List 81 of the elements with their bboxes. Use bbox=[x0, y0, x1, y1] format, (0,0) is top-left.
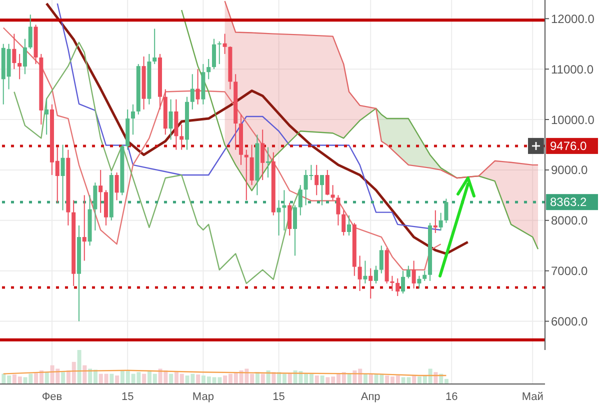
bar bbox=[260, 374, 265, 384]
candlestick bbox=[374, 265, 378, 284]
candlestick bbox=[368, 268, 373, 300]
candlestick bbox=[363, 260, 368, 284]
bar bbox=[196, 374, 200, 384]
candlestick bbox=[18, 53, 22, 80]
candlestick bbox=[406, 265, 410, 279]
candlestick bbox=[276, 200, 281, 236]
candlestick bbox=[168, 98, 173, 140]
x-tick-label: 15 bbox=[272, 390, 285, 403]
candlestick bbox=[180, 124, 184, 150]
candlestick bbox=[444, 198, 448, 224]
bar bbox=[142, 374, 146, 384]
y-tick-label: 9000.0 bbox=[551, 163, 588, 178]
candlestick bbox=[98, 169, 103, 214]
candlestick bbox=[152, 28, 157, 65]
y-tick-label: 11000.0 bbox=[551, 62, 594, 76]
candlestick bbox=[288, 202, 292, 236]
candlestick bbox=[358, 255, 362, 292]
candlestick bbox=[401, 270, 406, 294]
candlestick bbox=[438, 212, 443, 231]
candlestick bbox=[260, 129, 265, 181]
x-tick-label: Апр bbox=[360, 390, 380, 403]
bar bbox=[314, 376, 319, 384]
candlestick bbox=[217, 40, 222, 65]
x-tick-label: Мар bbox=[192, 390, 214, 403]
candlestick bbox=[266, 146, 270, 178]
y-tick-label: 8000.0 bbox=[551, 214, 588, 228]
candlestick bbox=[298, 184, 302, 216]
candlestick bbox=[282, 190, 286, 231]
candlestick bbox=[93, 182, 98, 231]
candlestick bbox=[190, 74, 194, 110]
candlestick bbox=[60, 144, 65, 211]
bar bbox=[61, 372, 66, 384]
bar bbox=[115, 376, 120, 384]
candlestick bbox=[390, 275, 394, 292]
candlestick bbox=[250, 144, 254, 186]
x-tick-label: 16 bbox=[445, 390, 458, 403]
candlestick bbox=[44, 98, 49, 136]
candlestick bbox=[212, 38, 216, 70]
candlestick bbox=[28, 14, 32, 50]
candlestick bbox=[244, 149, 248, 201]
y-tick-label: 12000.0 bbox=[551, 12, 595, 26]
candlestick bbox=[396, 278, 400, 297]
bar bbox=[82, 365, 87, 384]
bar bbox=[44, 372, 49, 384]
bar bbox=[169, 374, 174, 384]
candlestick bbox=[196, 68, 200, 105]
bar bbox=[320, 376, 324, 384]
candlestick bbox=[417, 275, 422, 289]
y-tick-label: 7000.0 bbox=[551, 264, 588, 278]
candlestick bbox=[422, 270, 427, 282]
candlestick bbox=[293, 204, 297, 256]
ref-line-label: 8363.2 bbox=[550, 195, 588, 210]
candlestick bbox=[330, 184, 335, 201]
candlestick bbox=[336, 194, 340, 226]
candlestick bbox=[314, 164, 319, 196]
candlestick bbox=[82, 194, 86, 262]
candlestick bbox=[130, 104, 135, 136]
candlestick bbox=[206, 58, 211, 80]
line-series bbox=[224, 0, 539, 179]
bar bbox=[347, 374, 352, 384]
candlestick bbox=[412, 260, 416, 289]
y-tick-label: 10000.0 bbox=[551, 112, 595, 127]
candlestick bbox=[320, 174, 324, 206]
candlestick bbox=[379, 245, 384, 274]
x-tick-label: 15 bbox=[121, 390, 134, 403]
candlestick bbox=[325, 169, 330, 196]
candlestick bbox=[22, 38, 27, 75]
candlestick bbox=[114, 172, 119, 201]
candlestick bbox=[222, 33, 227, 54]
bar bbox=[77, 350, 82, 384]
bar bbox=[110, 374, 114, 384]
ref-line-label: 9476.0 bbox=[550, 138, 588, 153]
x-tick-label: Май bbox=[522, 390, 544, 403]
y-tick-label: 6000.0 bbox=[551, 314, 588, 329]
candlestick bbox=[342, 210, 346, 236]
candlestick bbox=[433, 210, 438, 234]
candlestick bbox=[12, 33, 16, 70]
candlestick bbox=[347, 214, 352, 236]
x-tick-label: Фев bbox=[42, 390, 62, 403]
